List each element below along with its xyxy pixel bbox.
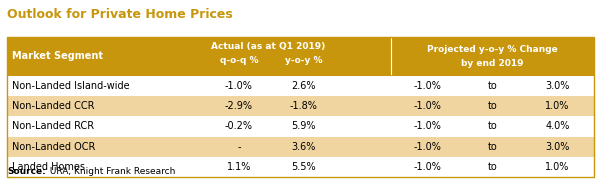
Text: to: to <box>488 122 498 131</box>
Text: to: to <box>488 162 498 172</box>
Text: -1.0%: -1.0% <box>414 162 442 172</box>
Text: -1.8%: -1.8% <box>290 101 317 111</box>
Text: y-o-y %: y-o-y % <box>285 56 322 65</box>
Text: URA, Knight Frank Research: URA, Knight Frank Research <box>47 167 176 176</box>
Text: 5.9%: 5.9% <box>291 122 316 131</box>
Text: 3.6%: 3.6% <box>291 142 316 152</box>
Text: -1.0%: -1.0% <box>414 101 442 111</box>
Text: Projected y-o-y % Change: Projected y-o-y % Change <box>427 44 558 53</box>
Text: -1.0%: -1.0% <box>414 142 442 152</box>
Text: -2.9%: -2.9% <box>225 101 253 111</box>
Text: -1.0%: -1.0% <box>414 122 442 131</box>
Text: 4.0%: 4.0% <box>545 122 570 131</box>
Text: 1.1%: 1.1% <box>227 162 251 172</box>
Bar <box>7 116 594 137</box>
Text: 5.5%: 5.5% <box>291 162 316 172</box>
Text: -: - <box>237 142 240 152</box>
Text: to: to <box>488 142 498 152</box>
Bar <box>7 37 594 76</box>
Bar <box>7 157 594 177</box>
Bar <box>7 37 594 177</box>
Text: by end 2019: by end 2019 <box>462 59 524 68</box>
Text: Non-Landed RCR: Non-Landed RCR <box>12 122 94 131</box>
Bar <box>7 76 594 96</box>
Text: 2.6%: 2.6% <box>291 81 316 91</box>
Text: -1.0%: -1.0% <box>225 81 253 91</box>
Text: 3.0%: 3.0% <box>545 142 570 152</box>
Text: Actual (as at Q1 2019): Actual (as at Q1 2019) <box>211 42 325 51</box>
Text: to: to <box>488 81 498 91</box>
Bar <box>7 137 594 157</box>
Bar <box>7 96 594 116</box>
Text: -1.0%: -1.0% <box>414 81 442 91</box>
Text: Non-Landed OCR: Non-Landed OCR <box>12 142 96 152</box>
Text: 3.0%: 3.0% <box>545 81 570 91</box>
Text: Non-Landed Island-wide: Non-Landed Island-wide <box>12 81 130 91</box>
Text: -0.2%: -0.2% <box>225 122 253 131</box>
Text: q-o-q %: q-o-q % <box>219 56 258 65</box>
Text: Source:: Source: <box>7 167 46 176</box>
Text: Outlook for Private Home Prices: Outlook for Private Home Prices <box>7 8 233 21</box>
Text: Market Segment: Market Segment <box>12 51 103 61</box>
Text: Non-Landed CCR: Non-Landed CCR <box>12 101 94 111</box>
Text: 1.0%: 1.0% <box>545 101 570 111</box>
Text: Landed Homes: Landed Homes <box>12 162 85 172</box>
Text: to: to <box>488 101 498 111</box>
Text: 1.0%: 1.0% <box>545 162 570 172</box>
